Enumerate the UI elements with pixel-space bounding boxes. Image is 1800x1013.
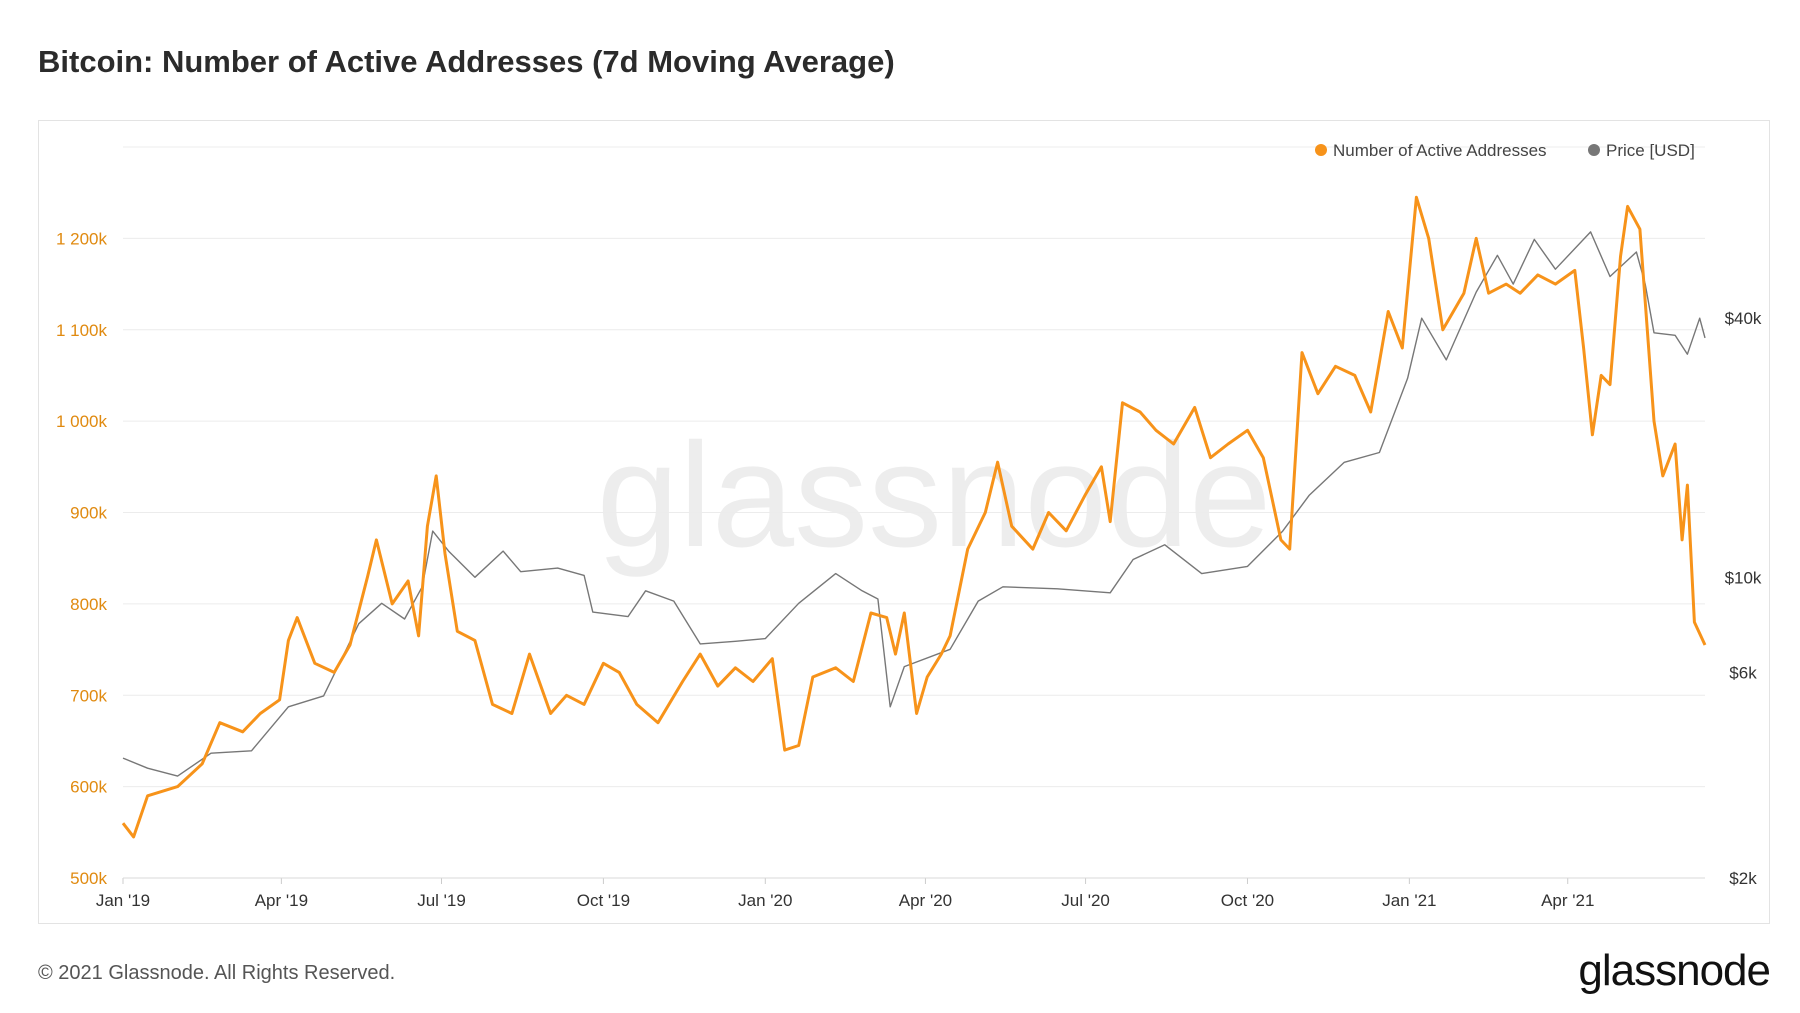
y-right-tick-label: $10k xyxy=(1725,568,1762,587)
x-axis: Jan '19 Apr '19 Jul '19 Oct '19 Jan '20 Apr '… xyxy=(96,877,1705,910)
grid-lines xyxy=(123,146,1705,879)
chart-frame: glassnode 500k 600k 700k 800k 900k 1 000k 1 10… xyxy=(38,120,1770,924)
chart-title: Bitcoin: Number of Active Addresses (7d … xyxy=(38,44,895,79)
x-tick-label: Jan '20 xyxy=(738,891,792,910)
x-tick-label: Apr '21 xyxy=(1541,891,1594,910)
series-line-addresses xyxy=(121,195,1707,839)
x-tick-label: Oct '19 xyxy=(577,891,630,910)
y-left-tick-label: 700k xyxy=(70,686,107,705)
y-left-tick-label: 800k xyxy=(70,595,107,614)
glassnode-logo[interactable]: glassnode xyxy=(1578,946,1771,995)
y-left-tick-label: 1 000k xyxy=(56,412,108,431)
chart-svg: glassnode 500k 600k 700k 800k 900k 1 000k 1 10… xyxy=(56,141,1762,910)
x-tick-label: Jan '21 xyxy=(1382,891,1436,910)
x-tick-label: Apr '19 xyxy=(255,891,308,910)
x-tick-label: Jul '19 xyxy=(417,891,466,910)
y-right-tick-label: $6k xyxy=(1729,664,1757,683)
x-tick-label: Oct '20 xyxy=(1221,891,1274,910)
x-tick-label: Jan '19 xyxy=(96,891,150,910)
legend-marker-addresses xyxy=(1315,144,1327,156)
y-left-tick-label: 1 200k xyxy=(56,229,108,248)
x-tick-label: Jul '20 xyxy=(1061,891,1110,910)
left-y-axis: 500k 600k 700k 800k 900k 1 000k 1 100k 1 200k xyxy=(56,229,108,888)
x-tick-label: Apr '20 xyxy=(899,891,952,910)
legend-label-addresses: Number of Active Addresses xyxy=(1333,141,1547,160)
copyright-footer: © 2021 Glassnode. All Rights Reserved. xyxy=(38,962,396,984)
y-right-tick-label: $40k xyxy=(1725,309,1762,328)
y-left-tick-label: 1 100k xyxy=(56,321,108,340)
y-right-tick-label: $2k xyxy=(1729,869,1757,888)
y-left-tick-label: 500k xyxy=(70,869,107,888)
y-left-tick-label: 900k xyxy=(70,504,107,523)
legend-label-price: Price [USD] xyxy=(1606,141,1695,160)
legend-marker-price xyxy=(1588,144,1600,156)
legend: Number of Active Addresses Price [USD] xyxy=(1315,141,1695,160)
legend-item-price[interactable]: Price [USD] xyxy=(1588,141,1695,160)
series-lines xyxy=(121,195,1707,839)
y-left-tick-label: 600k xyxy=(70,778,107,797)
legend-item-addresses[interactable]: Number of Active Addresses xyxy=(1315,141,1547,160)
glassnode-watermark: glassnode xyxy=(597,413,1272,578)
right-y-axis: $2k $6k $10k $40k xyxy=(1725,309,1762,888)
